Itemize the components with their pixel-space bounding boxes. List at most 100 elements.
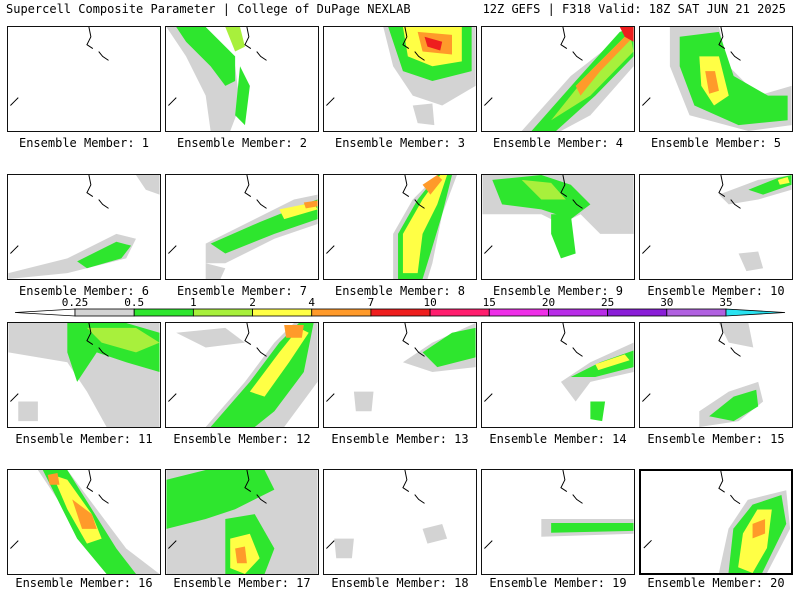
colorbar-segment-4 — [311, 308, 372, 317]
member-map-7[interactable] — [165, 174, 319, 280]
colorbar-tick-label: 1 — [190, 296, 197, 309]
member-label-19: Ensemble Member: 19 — [489, 576, 627, 590]
colorbar-tick-label: 0.25 — [61, 296, 89, 309]
scp-contour-14-2 — [595, 354, 630, 371]
member-map-8[interactable] — [323, 174, 477, 280]
scp-contour-7-3 — [303, 200, 318, 209]
coastline-2 — [572, 347, 583, 357]
map-plot — [10, 27, 109, 106]
colorbar-tick-label: 0.5 — [124, 296, 145, 309]
scp-contour-2-3 — [235, 66, 250, 126]
scp-contour-15-2 — [718, 323, 754, 348]
coastline-3 — [484, 97, 493, 106]
member-label-3: Ensemble Member: 3 — [334, 136, 466, 150]
coastline-2 — [572, 51, 583, 61]
colorbar-segment-7 — [488, 308, 549, 317]
member-map-3[interactable] — [323, 26, 477, 132]
member-map-19[interactable] — [481, 469, 635, 575]
scp-contour-15-1 — [709, 389, 759, 422]
title-right: 12Z GEFS | F318 Valid: 18Z SAT JUN 21 20… — [482, 2, 786, 16]
member-label-20: Ensemble Member: 20 — [647, 576, 785, 590]
coastline-2 — [98, 347, 109, 357]
colorbar-tick-label: 7 — [367, 296, 375, 309]
coastline-2 — [98, 199, 109, 209]
scp-contour-9-2 — [551, 214, 576, 259]
colorbar-segment-0 — [74, 308, 135, 317]
member-map-1[interactable] — [7, 26, 161, 132]
member-map-11[interactable] — [7, 322, 161, 428]
coastline — [560, 323, 568, 345]
coastline-3 — [168, 393, 177, 402]
map-plot — [8, 323, 160, 427]
coastline-2 — [414, 199, 425, 209]
scp-contour-12-4 — [176, 327, 245, 348]
coastline — [86, 175, 94, 197]
member-map-17[interactable] — [165, 469, 319, 575]
scp-contour-13-1 — [422, 327, 476, 368]
member-map-16[interactable] — [7, 469, 161, 575]
map-plot — [326, 470, 448, 559]
colorbar-segment-9 — [607, 308, 668, 317]
scp-contour-6-1 — [77, 241, 132, 269]
coastline — [402, 323, 410, 345]
scp-contour-16-4 — [47, 472, 60, 485]
member-map-4[interactable] — [481, 26, 635, 132]
member-label-13: Ensemble Member: 13 — [331, 432, 469, 446]
coastline-3 — [326, 393, 335, 402]
member-label-16: Ensemble Member: 16 — [15, 576, 153, 590]
coastline-2 — [730, 347, 741, 357]
scp-contour-16-3 — [72, 499, 97, 529]
member-map-2[interactable] — [165, 26, 319, 132]
map-plot — [643, 471, 791, 573]
member-map-20[interactable] — [639, 469, 793, 575]
map-plot — [484, 323, 634, 422]
member-map-14[interactable] — [481, 322, 635, 428]
member-map-5[interactable] — [639, 26, 793, 132]
scp-contour-6-2 — [136, 175, 160, 195]
member-label-2: Ensemble Member: 2 — [176, 136, 308, 150]
scp-contour-8-3 — [422, 175, 443, 195]
coastline-2 — [730, 494, 741, 505]
coastline — [244, 470, 252, 492]
scp-contour-10-2 — [777, 176, 790, 185]
scp-contour-17-4 — [235, 546, 247, 564]
member-map-12[interactable] — [165, 322, 319, 428]
colorbar-segment-5 — [370, 308, 431, 317]
scp-contour-2-2 — [225, 27, 245, 52]
coastline — [244, 27, 252, 49]
map-plot — [326, 323, 476, 412]
colorbar-tick-label: 35 — [719, 296, 733, 309]
coastline-3 — [642, 245, 651, 254]
colorbar-segment-6 — [429, 308, 490, 317]
map-plot — [326, 27, 476, 126]
coastline — [718, 471, 725, 493]
coastline-3 — [10, 540, 19, 549]
coastline — [86, 470, 94, 492]
member-label-8: Ensemble Member: 8 — [334, 284, 466, 298]
scp-contour-8-2 — [402, 175, 448, 274]
scp-contour-10-3 — [738, 251, 764, 272]
scp-contour-4-3 — [575, 31, 634, 96]
map-plot — [168, 323, 318, 427]
member-label-11: Ensemble Member: 11 — [15, 432, 153, 446]
member-map-6[interactable] — [7, 174, 161, 280]
map-plot — [168, 175, 318, 279]
coastline-3 — [10, 97, 19, 106]
member-map-18[interactable] — [323, 469, 477, 575]
colorbar-segment-8 — [548, 308, 609, 317]
map-plot — [166, 27, 267, 131]
member-map-13[interactable] — [323, 322, 477, 428]
coastline — [402, 470, 410, 492]
member-map-9[interactable] — [481, 174, 635, 280]
coastline-2 — [414, 51, 425, 61]
color-scale-bar — [14, 308, 786, 317]
coastline — [560, 27, 568, 49]
member-map-10[interactable] — [639, 174, 793, 280]
coastline-2 — [730, 199, 741, 209]
colorbar-high-arrow — [725, 308, 786, 317]
member-label-15: Ensemble Member: 15 — [647, 432, 785, 446]
member-map-15[interactable] — [639, 322, 793, 428]
coastline — [86, 27, 94, 49]
colorbar-segment-1 — [133, 308, 194, 317]
coastline-3 — [642, 393, 651, 402]
